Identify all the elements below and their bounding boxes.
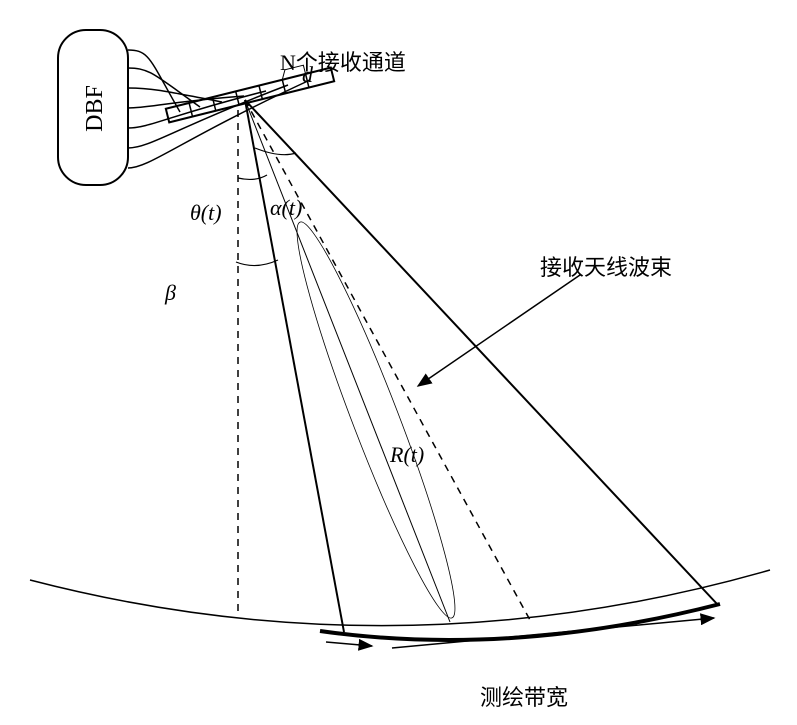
rx-beam-solid-line [245,100,450,622]
theta-label: θ(t) [190,200,222,226]
beta-angle-arc [236,260,278,266]
swath-left-edge [245,100,344,632]
swath-arrow-short [326,642,372,646]
diagram-canvas [0,0,797,725]
beta-label: β [165,280,176,306]
channels-label: N个接收通道 [280,45,406,77]
swath-right-edge [245,100,718,605]
r-label: R(t) [390,442,424,468]
swath-ground-bold [320,604,720,640]
dbf-label: DBF [82,85,109,132]
alpha-label: α(t) [270,195,302,221]
rx-beam-label: 接收天线波束 [540,250,672,282]
swath-arrow-long [392,618,714,648]
rx-beam-pointer [418,275,580,386]
beam-lobe [279,214,474,626]
swath-label: 测绘带宽 [480,680,568,712]
d-label: d [302,62,313,88]
theta-angle-arc [238,175,267,179]
